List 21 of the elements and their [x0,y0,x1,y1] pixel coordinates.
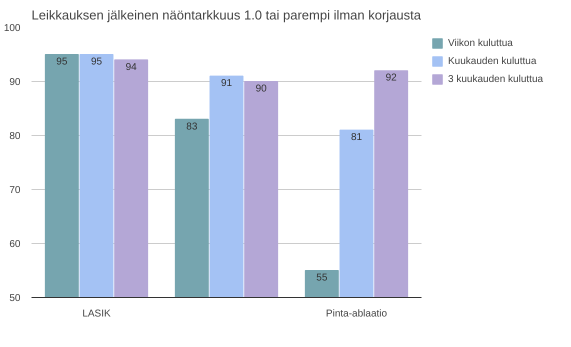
data-label: 83 [186,121,198,132]
y-tick-label: 80 [9,131,21,142]
y-tick-label: 70 [9,185,21,196]
x-tick-label: Pinta-ablaatio [326,308,388,320]
y-tick-label: 50 [9,293,21,304]
legend-label: 3 kuukauden kuluttua [448,74,544,84]
y-tick-label: 60 [9,239,21,250]
x-tick-label: LASIK [82,308,112,320]
legend-label: Kuukauden kuluttua [448,56,536,66]
data-label: 91 [220,78,232,90]
data-label: 90 [256,84,268,94]
data-label: 95 [56,56,68,68]
legend-label: Viikon kuluttua [448,38,513,48]
data-label: 92 [386,72,398,84]
data-label: 95 [90,56,102,68]
chart-title: Leikkauksen jälkeinen näöntarkkuus 1.0 tai parempi ilman korjausta [32,8,422,22]
y-tick-label: 100 [4,23,21,34]
data-label: 81 [350,132,362,144]
data-label: 55 [316,272,328,284]
y-tick-label: 90 [9,77,21,88]
data-label: 94 [126,62,138,73]
